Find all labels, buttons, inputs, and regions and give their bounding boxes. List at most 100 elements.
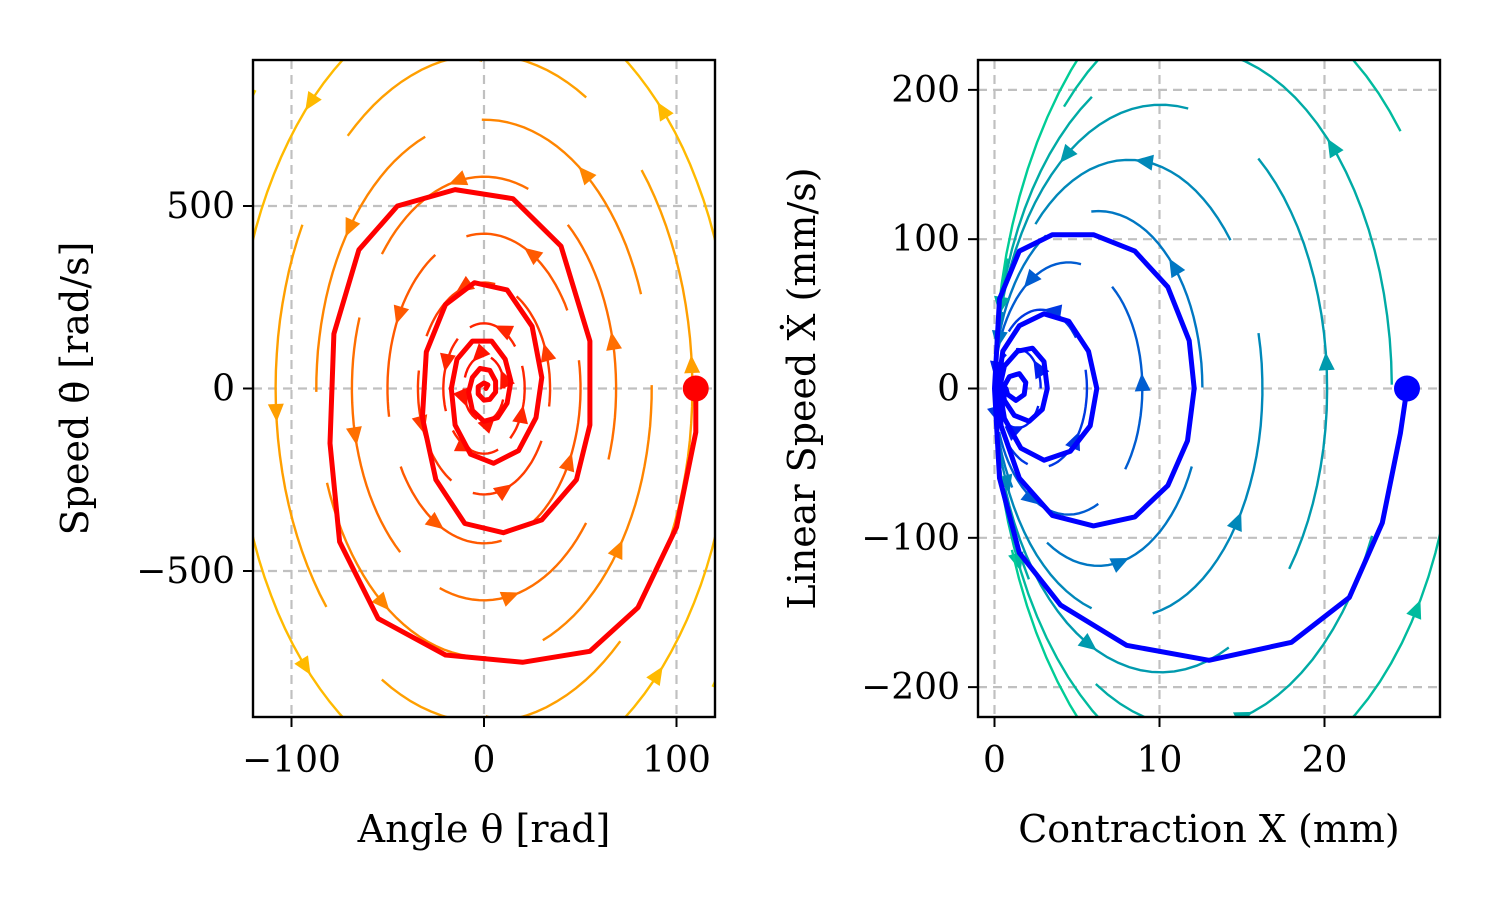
streamline [1351,529,1440,717]
stream-arrow [453,387,468,408]
stream-arrow [1233,711,1253,717]
y-tick-label: −200 [861,667,960,708]
trajectory-line [992,232,1410,663]
stream-arrow [183,337,199,355]
left-phase-portrait: −100 0 100 −500 0 500 Angle θ [rad] Speed θ̇ [r… [53,0,717,851]
stream-arrow [657,102,674,122]
streamline [381,640,622,717]
streamline [1095,535,1374,717]
streamline [542,385,653,642]
stream-arrow [558,452,575,473]
stream-arrow [578,166,597,186]
right-phase-portrait: 0 10 20 −200 −100 0 100 200 Contraction X (mm) Li… [780,0,1442,851]
streamline [442,338,459,412]
stream-arrow [294,655,311,675]
streamline [711,679,715,688]
stream-arrow [607,540,623,560]
streamline [1152,332,1264,615]
streamline [399,466,502,545]
right-ticks: 0 10 20 −200 −100 0 100 200 [861,70,1347,781]
right-trajectory [992,232,1410,663]
stream-arrow [1134,154,1154,171]
y-tick-label: 100 [891,219,960,260]
streamline [1062,60,1402,132]
streamline [1034,158,1232,241]
stream-arrow [1406,600,1422,620]
x-tick-label: 0 [983,740,1006,781]
streamline [274,224,328,608]
streamline [332,0,670,22]
streamline [1091,209,1204,388]
x-tick-label: 10 [1137,740,1183,781]
stream-arrow [1077,633,1097,651]
streamline [253,532,345,717]
stream-arrow [393,304,410,325]
streamline [346,60,587,137]
stream-arrow [1226,512,1242,532]
stream-arrow [345,217,361,237]
x-tick-label: −100 [242,740,341,781]
y-tick-label: 500 [166,186,235,227]
stream-arrow [1023,268,1042,288]
left-streamlines [183,0,715,717]
stream-arrow [1140,790,1159,807]
stream-arrow [1098,11,1116,30]
y-tick-label: 0 [212,369,235,410]
streamline [466,232,569,311]
right-x-axis-label: Contraction X (mm) [1018,807,1400,851]
trajectory-start-point [1394,375,1420,402]
stream-arrow [305,90,322,111]
trajectory-start-point [682,375,709,402]
streamline [1238,60,1393,385]
y-tick-label: −500 [136,551,235,592]
streamline [380,175,529,255]
streamline [1111,285,1144,470]
streamline [1003,487,1230,674]
left-ticks: −100 0 100 −500 0 500 [136,186,711,781]
stream-arrow [1059,143,1078,163]
stream-arrow [424,511,444,530]
streamline [1257,157,1329,570]
streamline [623,532,715,717]
stream-arrow [1169,258,1186,279]
stream-arrow [448,170,469,186]
streamline [439,522,588,602]
stream-arrow [267,403,284,422]
stream-arrow [1020,487,1040,505]
streamline [350,317,402,553]
stream-arrow [606,331,622,351]
streamline [566,224,618,460]
stream-arrow [492,484,513,502]
stream-arrow [1235,0,1254,5]
stream-arrow [472,343,491,362]
left-trajectory [327,187,699,665]
stream-arrow [494,325,515,341]
right-grid [978,60,1440,717]
stream-arrow [1327,138,1344,159]
streamline [515,295,552,407]
streamline [1046,466,1193,568]
streamline [472,440,543,496]
stream-arrow [1033,359,1050,380]
streamline [623,60,715,245]
y-tick-label: 200 [891,70,960,111]
x-tick-label: 100 [642,740,711,781]
left-y-axis-label: Speed θ̇ [rad/s] [53,242,97,536]
streamline [386,254,437,417]
x-tick-label: 20 [1302,740,1348,781]
stream-arrow [1109,558,1130,573]
stream-arrow [512,405,528,425]
x-tick-label: 0 [473,740,496,781]
stream-arrow [540,343,557,363]
right-streamlines [987,0,1440,807]
streamline [1010,549,1079,717]
streamline [253,60,345,245]
stream-arrow [524,247,544,266]
streamline [994,60,1079,345]
streamline [1007,308,1078,339]
stream-arrow [1318,352,1335,371]
streamline [1048,369,1089,468]
stream-arrow [346,426,362,446]
y-tick-label: 0 [937,369,960,410]
